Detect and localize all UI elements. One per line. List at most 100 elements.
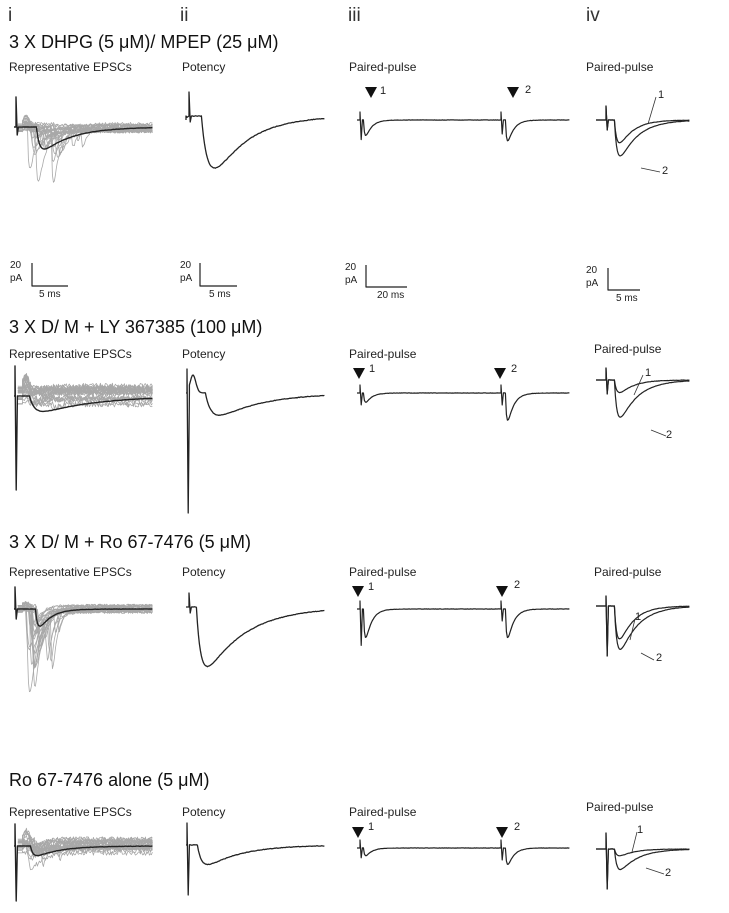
scalebar-iii	[365, 265, 407, 288]
row1-condition-title: 3 X DHPG (5 μM)/ MPEP (25 μM)	[9, 32, 279, 52]
row3-potency-trace	[186, 592, 325, 668]
scalebar-iv-y-value: 20	[586, 265, 598, 276]
row1-overlay-epsc-trace	[17, 114, 153, 136]
row2-potency-trace	[186, 368, 325, 514]
row1-iii-pulse2-label: 2	[525, 84, 532, 96]
row4-iv-leader-2	[645, 867, 665, 875]
row4-panel-label-iii: Paired-pulse	[349, 805, 417, 819]
row4-overlay-epsc-trace	[17, 843, 153, 855]
row4-stim-marker-2	[496, 827, 508, 838]
row1-overlay-epsc-trace	[17, 121, 153, 182]
row2-panel-label-ii: Potency	[182, 347, 226, 361]
row1-iv-pulse2-label: 2	[662, 165, 669, 177]
column-label-i: i	[8, 5, 13, 26]
row2-panel-label-iv: Paired-pulse	[594, 342, 662, 356]
row2-iv-pulse2-label: 2	[666, 429, 673, 441]
row3-overlay-pulse2-trace	[596, 595, 690, 657]
row1-panel-label-ii: Potency	[182, 60, 226, 74]
row1-overlay-epsc-trace	[17, 114, 153, 141]
row3-panel-label-iii: Paired-pulse	[349, 565, 417, 579]
scalebar-iii-y-unit: pA	[345, 275, 358, 286]
row2-mean-epsc-trace	[14, 365, 153, 491]
row4-iv-pulse1-label: 1	[637, 824, 644, 836]
row4-iv-leader-1	[631, 831, 638, 853]
scalebar-iii-x-label: 20 ms	[377, 290, 405, 301]
row2-overlay-pulse2-trace	[596, 367, 690, 418]
row3-stim-marker-1	[352, 586, 364, 597]
row2-overlay-pulse1-trace	[596, 367, 690, 395]
row3-paired-pulse-trace	[357, 600, 570, 646]
row2-overlay-epsc-trace	[17, 374, 153, 393]
row1-mean-epsc-trace	[14, 96, 153, 150]
row2-iii-pulse1-label: 1	[369, 363, 376, 375]
row2-paired-pulse-trace	[357, 384, 570, 421]
scalebar-i-x-label: 5 ms	[39, 289, 61, 300]
row4-potency-trace	[186, 822, 325, 896]
row2-panel-label-i: Representative EPSCs	[9, 347, 132, 361]
row2-stim-marker-2	[494, 368, 506, 379]
row3-panel-label-i: Representative EPSCs	[9, 565, 132, 579]
scalebar-iii-y-value: 20	[345, 262, 357, 273]
row4-overlay-epsc-trace	[17, 850, 153, 871]
row1-panel-label-iv: Paired-pulse	[586, 60, 654, 74]
row2-panel-label-iii: Paired-pulse	[349, 347, 417, 361]
row1-paired-pulse-trace	[357, 111, 570, 142]
row1-iv-pulse1-label: 1	[658, 89, 665, 101]
row3-panel-label-ii: Potency	[182, 565, 226, 579]
row3-mean-epsc-trace	[14, 586, 153, 627]
row3-overlay-epsc-trace	[17, 601, 153, 621]
scalebar-i	[31, 263, 68, 287]
column-label-iii: iii	[348, 5, 361, 26]
row3-overlay-epsc-trace	[17, 608, 153, 648]
row2-overlay-epsc-trace	[17, 374, 153, 397]
row3-iv-leader-2	[640, 652, 655, 661]
scalebar-ii-y-value: 20	[180, 260, 192, 271]
scalebar-iv-x-label: 5 ms	[616, 293, 638, 304]
row1-overlay-pulse1-trace	[596, 105, 690, 144]
row4-iv-pulse2-label: 2	[665, 867, 672, 879]
row3-iv-leader-1	[629, 618, 636, 641]
row4-overlay-epsc-trace	[17, 827, 153, 854]
row1-iii-pulse1-label: 1	[380, 85, 387, 97]
row2-overlay-epsc-trace	[17, 373, 153, 403]
row1-stim-marker-1	[365, 87, 377, 98]
row3-iv-pulse2-label: 2	[656, 652, 663, 664]
row4-paired-pulse-trace	[357, 839, 570, 865]
row4-overlay-pulse1-trace	[596, 832, 690, 890]
row4-overlay-epsc-trace	[17, 839, 153, 849]
row1-panel-label-iii: Paired-pulse	[349, 60, 417, 74]
row4-iii-pulse1-label: 1	[368, 821, 375, 833]
row4-overlay-epsc-trace	[17, 832, 153, 856]
row2-iv-pulse1-label: 1	[645, 367, 652, 379]
row1-potency-trace	[185, 91, 325, 169]
row2-overlay-epsc-trace	[17, 400, 153, 410]
row1-iv-leader-1	[647, 96, 657, 125]
row1-overlay-pulse2-trace	[596, 105, 690, 157]
column-label-ii: ii	[180, 5, 189, 26]
row4-panel-label-iv: Paired-pulse	[586, 800, 654, 814]
row2-iv-leader-1	[633, 374, 644, 396]
scalebar-iv	[607, 268, 640, 291]
row3-panel-label-iv: Paired-pulse	[594, 565, 662, 579]
scalebar-i-y-unit: pA	[10, 273, 23, 284]
scalebar-iv-y-unit: pA	[586, 278, 599, 289]
row2-iii-pulse2-label: 2	[511, 363, 518, 375]
scalebar-i-y-value: 20	[10, 260, 22, 271]
row3-stim-marker-2	[496, 586, 508, 597]
row1-stim-marker-2	[507, 87, 519, 98]
row4-panel-label-i: Representative EPSCs	[9, 805, 132, 819]
row4-stim-marker-1	[352, 827, 364, 838]
row4-panel-label-ii: Potency	[182, 805, 226, 819]
scalebar-ii	[199, 263, 237, 287]
scalebar-ii-y-unit: pA	[180, 273, 193, 284]
row4-condition-title: Ro 67-7476 alone (5 μM)	[9, 770, 210, 790]
row3-condition-title: 3 X D/ M + Ro 67-7476 (5 μM)	[9, 532, 251, 552]
column-label-iv: iv	[586, 5, 600, 26]
row4-iii-pulse2-label: 2	[514, 821, 521, 833]
row1-panel-label-i: Representative EPSCs	[9, 60, 132, 74]
row3-overlay-pulse1-trace	[596, 595, 690, 657]
row2-iv-leader-2	[650, 429, 667, 437]
row4-overlay-pulse2-trace	[596, 832, 690, 890]
row1-iv-leader-2	[640, 167, 661, 173]
